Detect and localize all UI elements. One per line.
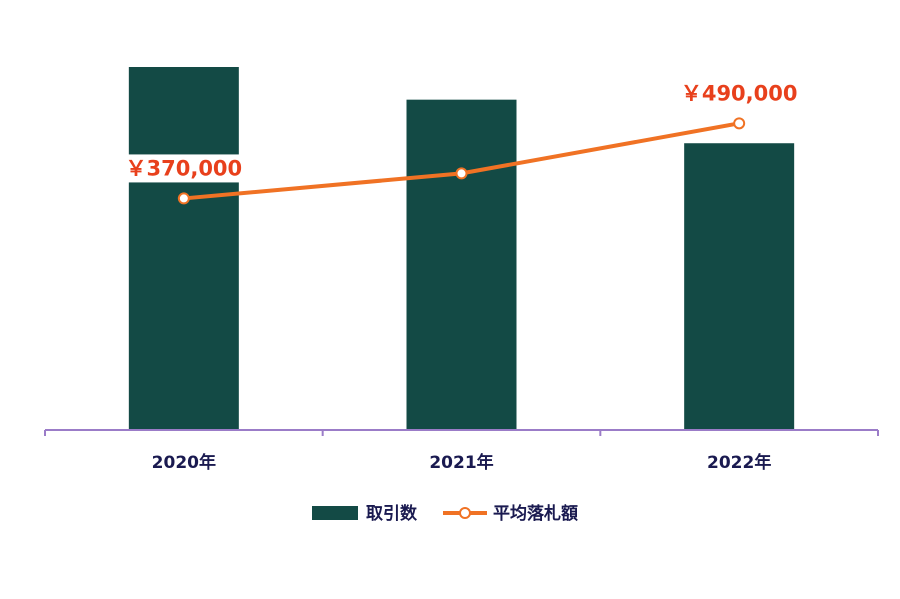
bar	[684, 143, 795, 431]
label-background	[673, 79, 806, 108]
x-tick-label: 2020年	[152, 452, 216, 473]
bar	[406, 99, 517, 431]
line-marker	[455, 167, 468, 180]
legend-label: 取引数	[366, 503, 418, 524]
legend-swatch	[312, 506, 358, 520]
data-label: ￥490,000	[681, 81, 798, 105]
line-marker	[177, 192, 190, 205]
label-background	[117, 154, 250, 183]
x-tick-label: 2021年	[429, 452, 493, 473]
bar	[128, 67, 239, 430]
data-label: ￥370,000	[126, 156, 243, 180]
line-marker	[733, 117, 746, 130]
legend-label: 平均落札額	[493, 503, 578, 524]
x-tick-label: 2022年	[707, 452, 771, 473]
legend-marker	[459, 507, 471, 519]
